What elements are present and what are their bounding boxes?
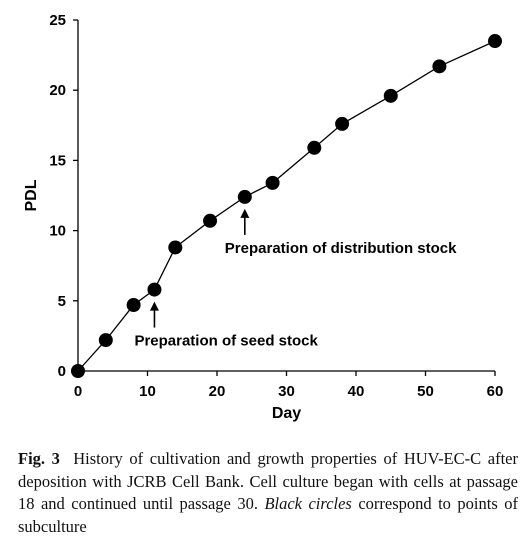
annotation-label: Preparation of seed stock xyxy=(134,333,318,350)
data-point xyxy=(265,175,280,190)
series-line xyxy=(77,40,496,372)
caption-italic-text: Black circles xyxy=(264,494,352,513)
data-point xyxy=(307,140,322,155)
data-point xyxy=(147,282,162,297)
caption-text-end: correspond to points of subculture xyxy=(18,494,518,536)
x-tick-label: 20 xyxy=(209,383,226,400)
y-tick-label: 25 xyxy=(49,12,66,29)
x-tick-label: 0 xyxy=(74,383,82,400)
x-tick-label: 60 xyxy=(487,383,504,400)
x-axis-title: Day xyxy=(272,405,301,422)
y-tick-label: 20 xyxy=(49,82,66,99)
data-point xyxy=(98,333,113,348)
data-point xyxy=(71,364,85,378)
annotation-label: Preparation of distribution stock xyxy=(225,240,457,257)
data-point xyxy=(126,298,141,313)
x-tick-label: 40 xyxy=(348,383,365,400)
y-axis-title: PDL xyxy=(23,179,40,211)
pdl-line-chart: 0 5 10 15 20 25 0 10 20 30 40 50 60 Day PDL Preparatio… xyxy=(23,12,503,422)
caption-text: History of cultivation and growth proper… xyxy=(18,449,519,513)
data-point xyxy=(335,116,350,131)
y-tick-label: 0 xyxy=(58,363,66,380)
x-tick-label: 50 xyxy=(417,383,434,400)
x-tick-label: 30 xyxy=(278,383,295,400)
x-tick-label: 10 xyxy=(139,383,156,400)
y-tick-label: 5 xyxy=(58,293,66,310)
data-point xyxy=(237,189,252,204)
annotation-arrow-head xyxy=(240,208,250,218)
y-tick-label: 15 xyxy=(49,152,66,169)
axes: 0 5 10 15 20 25 0 10 20 30 40 50 60 Day PDL xyxy=(23,12,503,422)
data-point xyxy=(432,59,447,74)
annotation-layer: Preparation of seed stock Preparation of … xyxy=(134,208,457,350)
data-point xyxy=(168,240,183,255)
data-point xyxy=(383,88,398,103)
caption-label: Fig. 3 xyxy=(18,449,60,468)
figure-caption: Fig. 3 History of cultivation and growth… xyxy=(18,448,518,538)
annotation-arrow-head xyxy=(149,301,159,311)
data-point xyxy=(203,213,218,228)
series-layer xyxy=(71,34,502,378)
data-point xyxy=(488,34,502,49)
y-tick-label: 10 xyxy=(49,223,66,240)
